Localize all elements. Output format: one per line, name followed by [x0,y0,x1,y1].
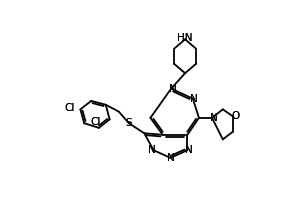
Text: N: N [185,145,193,155]
Text: S: S [126,118,132,128]
Text: S: S [126,118,132,128]
Text: Cl: Cl [91,117,101,127]
Text: Cl: Cl [91,117,101,127]
Text: O: O [231,111,239,121]
Text: HN: HN [177,33,193,43]
Text: Cl: Cl [64,103,75,113]
Text: Cl: Cl [64,103,75,113]
Text: N: N [166,153,174,163]
Text: N: N [148,145,156,155]
Text: N: N [190,93,198,104]
Text: N: N [148,145,156,155]
Text: N: N [210,113,218,123]
Text: N: N [169,84,177,93]
Text: N: N [185,145,193,155]
Text: N: N [166,153,174,163]
Text: N: N [169,84,177,93]
Text: O: O [231,111,239,121]
Text: N: N [210,113,218,123]
Text: HN: HN [177,33,193,43]
Text: N: N [190,93,198,104]
